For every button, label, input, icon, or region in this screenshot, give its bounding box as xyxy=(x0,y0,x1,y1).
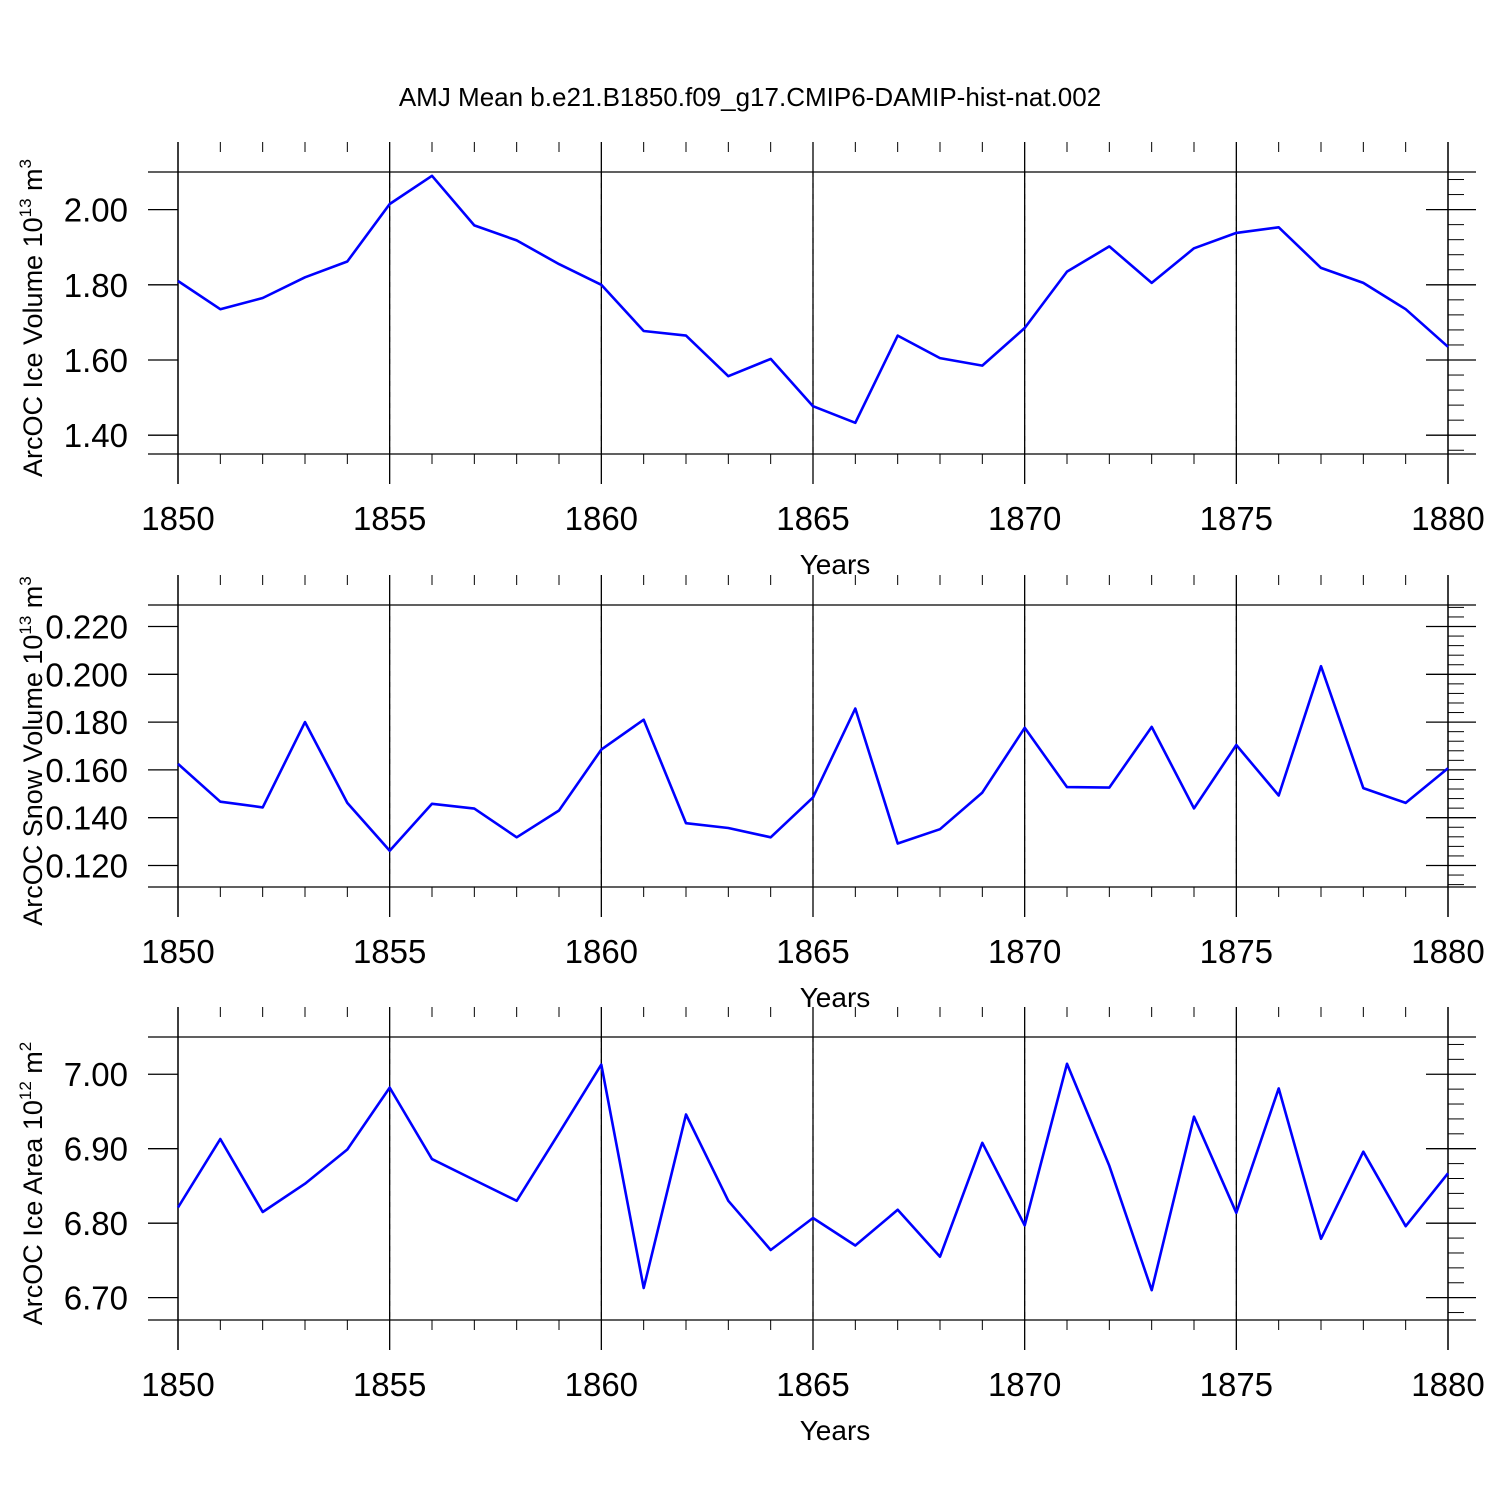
chart-panel-1: 1850 1855 1860 1865 1870 1875 1880 1.40 1.60 1.80… xyxy=(16,142,1485,580)
x-tick-label: 1870 xyxy=(988,933,1061,970)
chart-panel-3: 1850 1855 1860 1865 1870 1875 1880 6.70 6.80 6.90… xyxy=(16,1007,1485,1446)
x-tick-label: 1870 xyxy=(988,1366,1061,1403)
x-axis-label: Years xyxy=(800,549,871,580)
x-tick-label: 1850 xyxy=(141,933,214,970)
y-tick-label: 0.180 xyxy=(45,704,128,741)
y-tick-label: 1.80 xyxy=(64,267,128,304)
y-tick-label: 0.200 xyxy=(45,656,128,693)
x-tick-label: 1855 xyxy=(353,1366,426,1403)
y-axis-label: ArcOC Ice Area 1012 m2 xyxy=(16,1042,48,1326)
y-tick-label: 1.60 xyxy=(64,342,128,379)
x-tick-label: 1850 xyxy=(141,1366,214,1403)
x-tick-label: 1875 xyxy=(1200,1366,1273,1403)
x-tick-label: 1865 xyxy=(776,933,849,970)
y-tick-label: 6.70 xyxy=(64,1280,128,1317)
y-tick-label: 0.220 xyxy=(45,609,128,646)
y-tick-label: 6.80 xyxy=(64,1205,128,1242)
x-tick-label: 1850 xyxy=(141,500,214,537)
chart-panel-2: 1850 1855 1860 1865 1870 1875 1880 0.120 0.140 0.… xyxy=(16,575,1485,1013)
x-tick-label: 1855 xyxy=(353,500,426,537)
x-tick-label: 1880 xyxy=(1411,500,1484,537)
x-tick-label: 1875 xyxy=(1200,500,1273,537)
x-tick-label: 1880 xyxy=(1411,933,1484,970)
y-tick-label: 0.140 xyxy=(45,800,128,837)
x-tick-label: 1875 xyxy=(1200,933,1273,970)
x-tick-label: 1880 xyxy=(1411,1366,1484,1403)
x-tick-label: 1860 xyxy=(565,1366,638,1403)
y-tick-label: 0.160 xyxy=(45,752,128,789)
x-tick-label: 1870 xyxy=(988,500,1061,537)
y-axis-label: ArcOC Snow Volume 1013 m3 xyxy=(16,576,48,926)
y-tick-label: 7.00 xyxy=(64,1056,128,1093)
y-tick-label: 6.90 xyxy=(64,1131,128,1168)
chart-title: AMJ Mean b.e21.B1850.f09_g17.CMIP6-DAMIP… xyxy=(399,82,1101,112)
x-tick-label: 1860 xyxy=(565,500,638,537)
x-tick-label: 1855 xyxy=(353,933,426,970)
x-tick-label: 1865 xyxy=(776,500,849,537)
x-axis-label: Years xyxy=(800,982,871,1013)
y-tick-label: 0.120 xyxy=(45,847,128,884)
y-tick-label: 1.40 xyxy=(64,417,128,454)
y-axis-label: ArcOC Ice Volume 1013 m3 xyxy=(16,159,48,477)
y-tick-label: 2.00 xyxy=(64,192,128,229)
x-tick-label: 1860 xyxy=(565,933,638,970)
x-axis-label: Years xyxy=(800,1415,871,1446)
x-tick-label: 1865 xyxy=(776,1366,849,1403)
